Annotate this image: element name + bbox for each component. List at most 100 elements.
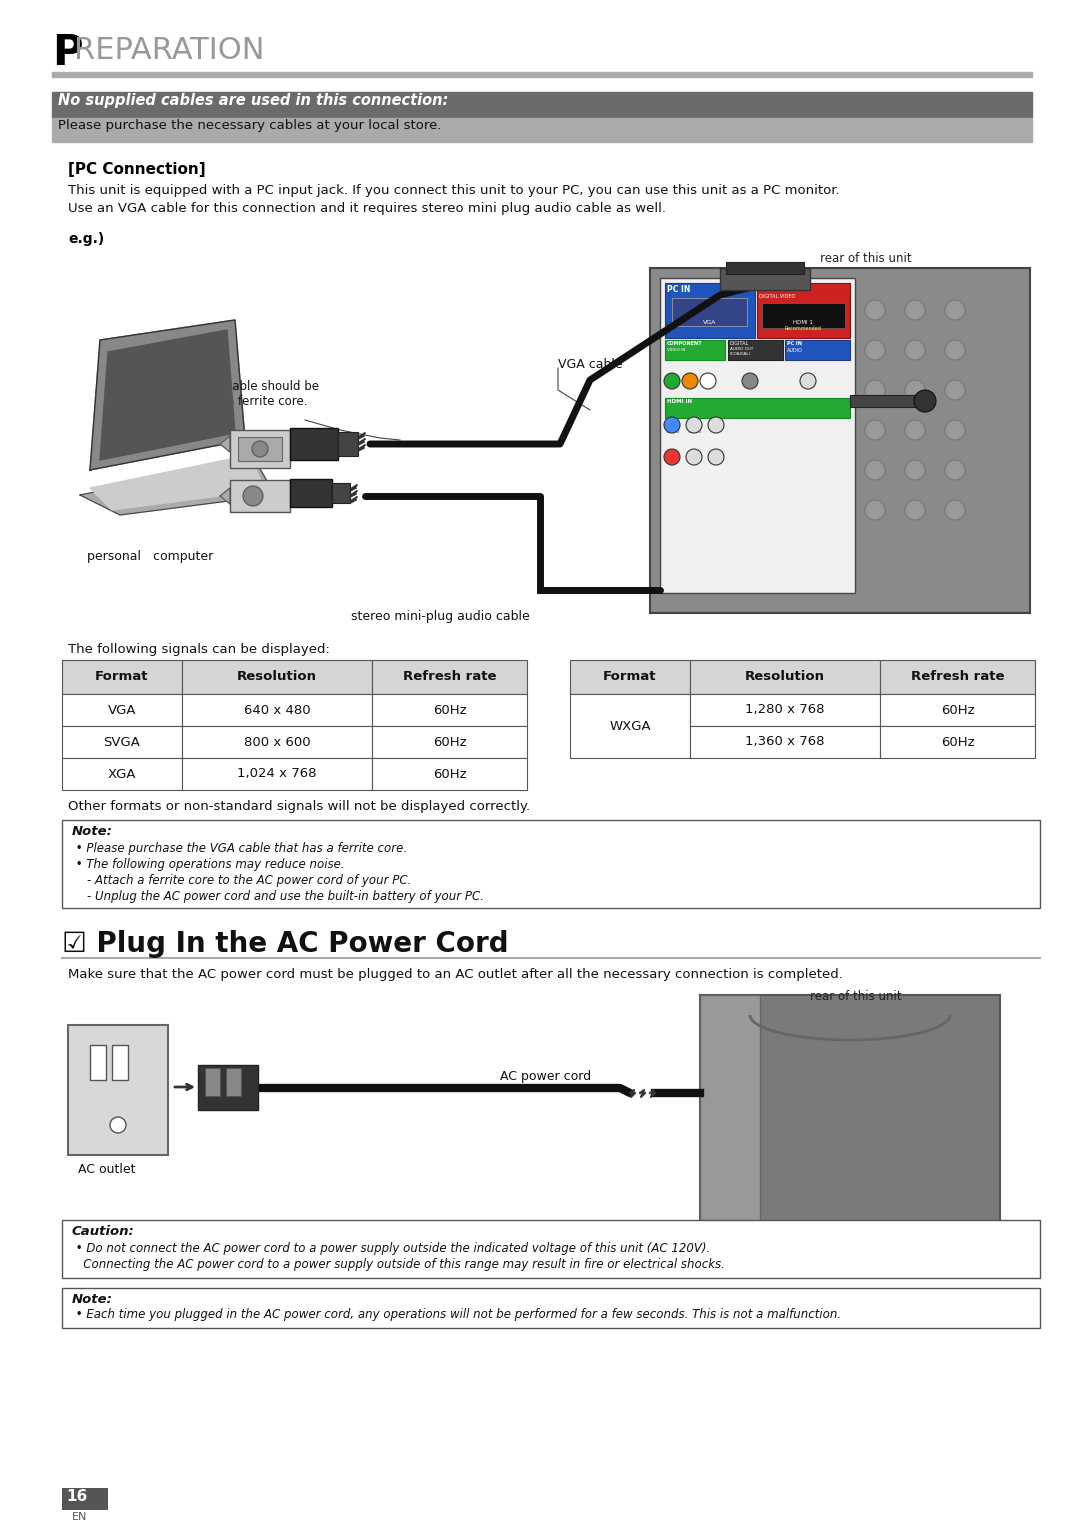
Bar bbox=[690, 661, 880, 694]
Text: AUDIO: AUDIO bbox=[667, 430, 680, 433]
Bar bbox=[669, 295, 753, 334]
Text: Format: Format bbox=[95, 670, 149, 684]
Bar bbox=[757, 282, 850, 337]
Text: VIDEO IN: VIDEO IN bbox=[667, 348, 686, 353]
Circle shape bbox=[865, 501, 885, 520]
Circle shape bbox=[945, 420, 966, 439]
Bar bbox=[183, 758, 372, 790]
Bar bbox=[62, 661, 183, 694]
Circle shape bbox=[681, 372, 698, 389]
Text: rear of this unit: rear of this unit bbox=[810, 990, 902, 1003]
Bar bbox=[332, 484, 350, 504]
Bar bbox=[226, 1068, 241, 1096]
Text: HDMI IN: HDMI IN bbox=[667, 398, 692, 404]
Text: Resolution: Resolution bbox=[745, 670, 825, 684]
Bar bbox=[230, 430, 291, 468]
Text: AC power cord: AC power cord bbox=[500, 1070, 591, 1083]
Text: XGA: XGA bbox=[108, 768, 136, 780]
Text: AUDIO: AUDIO bbox=[787, 348, 802, 353]
Text: AC outlet: AC outlet bbox=[78, 1163, 135, 1177]
Bar bbox=[62, 819, 1040, 908]
Circle shape bbox=[708, 417, 724, 433]
Circle shape bbox=[664, 417, 680, 433]
Circle shape bbox=[686, 417, 702, 433]
Text: WXGA: WXGA bbox=[609, 719, 651, 732]
Text: PC IN: PC IN bbox=[667, 285, 690, 295]
Bar bbox=[372, 694, 527, 726]
Text: VGA: VGA bbox=[703, 320, 717, 325]
Text: personal   computer: personal computer bbox=[86, 549, 213, 563]
Text: 60Hz: 60Hz bbox=[433, 703, 467, 717]
Text: 16: 16 bbox=[66, 1489, 87, 1505]
Bar bbox=[183, 726, 372, 758]
Circle shape bbox=[905, 380, 924, 400]
Circle shape bbox=[865, 301, 885, 320]
Circle shape bbox=[708, 449, 724, 465]
Text: Refresh rate: Refresh rate bbox=[403, 670, 496, 684]
Text: stereo mini-plug audio cable: stereo mini-plug audio cable bbox=[351, 610, 529, 623]
Circle shape bbox=[865, 380, 885, 400]
Polygon shape bbox=[220, 436, 230, 452]
Text: 60Hz: 60Hz bbox=[433, 736, 467, 748]
Polygon shape bbox=[100, 330, 235, 459]
Text: 60Hz: 60Hz bbox=[433, 768, 467, 780]
Text: VGA: VGA bbox=[108, 703, 136, 717]
Text: Recommended: Recommended bbox=[784, 327, 822, 331]
Text: Make sure that the AC power cord must be plugged to an AC outlet after all the n: Make sure that the AC power cord must be… bbox=[68, 967, 842, 981]
Bar bbox=[238, 436, 282, 461]
Bar bbox=[230, 481, 291, 513]
Bar bbox=[183, 694, 372, 726]
Text: • Please purchase the VGA cable that has a ferrite core.: • Please purchase the VGA cable that has… bbox=[72, 842, 407, 855]
Bar bbox=[372, 726, 527, 758]
Text: HDMI IN: HDMI IN bbox=[759, 285, 791, 291]
Text: e.g.): e.g.) bbox=[68, 232, 105, 246]
Bar bbox=[372, 758, 527, 790]
Bar bbox=[570, 694, 690, 758]
Polygon shape bbox=[80, 459, 275, 514]
Text: • The following operations may reduce noise.: • The following operations may reduce no… bbox=[72, 858, 345, 871]
Text: 800 x 600: 800 x 600 bbox=[244, 736, 310, 748]
Polygon shape bbox=[220, 488, 230, 504]
Bar bbox=[68, 1025, 168, 1155]
Circle shape bbox=[800, 372, 816, 389]
Bar bbox=[880, 726, 1035, 758]
Bar bbox=[62, 1219, 1040, 1277]
Text: VGA cable: VGA cable bbox=[558, 359, 623, 371]
Circle shape bbox=[252, 441, 268, 456]
Text: • Each time you plugged in the AC power cord, any operations will not be perform: • Each time you plugged in the AC power … bbox=[72, 1308, 841, 1322]
Text: COMPONENT: COMPONENT bbox=[667, 340, 703, 346]
Text: SVGA: SVGA bbox=[104, 736, 140, 748]
Bar bbox=[660, 278, 855, 594]
Polygon shape bbox=[90, 320, 245, 470]
Circle shape bbox=[686, 449, 702, 465]
Bar bbox=[850, 395, 920, 407]
Bar bbox=[665, 340, 725, 360]
Bar bbox=[650, 269, 1030, 613]
Text: EN: EN bbox=[72, 1512, 87, 1521]
Bar bbox=[372, 661, 527, 694]
Bar bbox=[62, 694, 183, 726]
Text: The following signals can be displayed:: The following signals can be displayed: bbox=[68, 642, 329, 656]
Bar bbox=[690, 726, 880, 758]
Text: Refresh rate: Refresh rate bbox=[910, 670, 1004, 684]
Bar bbox=[665, 398, 850, 418]
Text: 60Hz: 60Hz bbox=[941, 703, 974, 717]
Bar bbox=[291, 427, 338, 459]
Text: Format: Format bbox=[604, 670, 657, 684]
Text: 640 x 480: 640 x 480 bbox=[244, 703, 310, 717]
Text: 60Hz: 60Hz bbox=[941, 736, 974, 748]
Bar bbox=[762, 304, 845, 328]
Text: P: P bbox=[52, 32, 83, 73]
Circle shape bbox=[905, 340, 924, 360]
Text: HDMI 1: HDMI 1 bbox=[793, 320, 813, 325]
Bar bbox=[700, 995, 1000, 1276]
Bar bbox=[726, 262, 804, 275]
Text: Connecting the AC power cord to a power supply outside of this range may result : Connecting the AC power cord to a power … bbox=[72, 1257, 725, 1271]
Circle shape bbox=[865, 420, 885, 439]
Text: • Do not connect the AC power cord to a power supply outside the indicated volta: • Do not connect the AC power cord to a … bbox=[72, 1242, 711, 1254]
Circle shape bbox=[945, 459, 966, 481]
Circle shape bbox=[865, 340, 885, 360]
Bar bbox=[112, 1045, 129, 1080]
Text: (COAXIAL): (COAXIAL) bbox=[730, 353, 752, 356]
Bar bbox=[198, 1065, 258, 1109]
